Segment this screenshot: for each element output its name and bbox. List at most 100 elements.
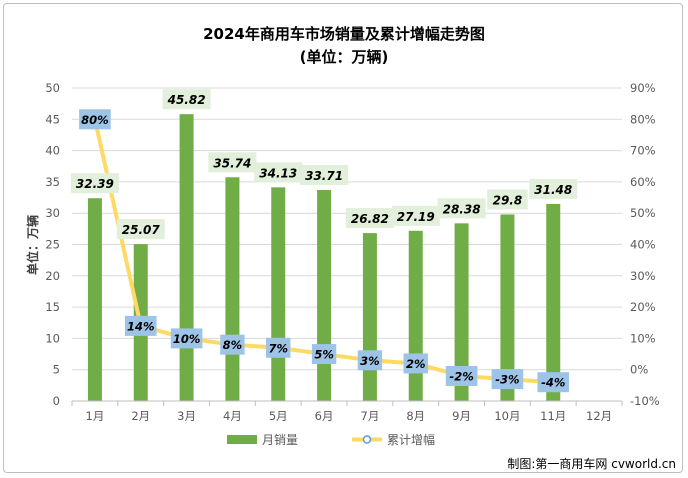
right-tick-label: 60% — [630, 175, 656, 189]
pct-label-bg — [220, 334, 245, 355]
pct-label-bg — [403, 353, 428, 374]
pct-label: 3% — [360, 354, 380, 368]
pct-label: 5% — [314, 348, 334, 362]
left-tick-label: 40 — [45, 144, 60, 158]
bar-value-label-bg — [345, 208, 394, 229]
right-tick-label: 10% — [630, 331, 656, 345]
bar-value-label-bg — [437, 198, 486, 219]
legend: 月销量 累计增幅 — [227, 432, 435, 447]
bar-value-label-bg — [529, 178, 578, 199]
pct-label-bg — [124, 315, 157, 336]
x-tick-label: 4月 — [223, 409, 242, 423]
pct-label: 8% — [223, 338, 243, 352]
bar — [546, 203, 561, 401]
right-tick-label: 40% — [630, 238, 656, 252]
chart-subtitle: (单位：万辆) — [300, 48, 389, 66]
bar-value-label-bg — [208, 152, 257, 173]
pct-label-bg — [311, 344, 337, 365]
y-axis-label: 单位：万辆 — [25, 215, 40, 275]
bar — [408, 230, 423, 401]
x-tick-label: 12月 — [586, 409, 612, 423]
right-tick-label: 0% — [630, 363, 648, 377]
x-tick-label: 2月 — [131, 409, 150, 423]
pct-label: -2% — [449, 369, 473, 383]
x-tick-label: 9月 — [452, 409, 471, 423]
right-tick-label: 90% — [630, 81, 656, 95]
right-tick-label: 50% — [630, 206, 656, 220]
data-labels: 32.39 25.07 45.82 35.74 34.13 33.71 26.82 27.19… — [70, 89, 578, 393]
bar — [179, 114, 194, 401]
bar — [362, 233, 377, 401]
bar-value-label: 28.38 — [443, 202, 481, 216]
pct-label: 2% — [406, 357, 426, 371]
chart-title: 2024年商用车市场销量及累计增幅走势图 — [203, 25, 485, 43]
left-tick-label: 10 — [45, 331, 60, 345]
x-tick-label: 8月 — [406, 409, 425, 423]
source-note: 制图:第一商用车网 cvworld.cn — [507, 456, 676, 471]
bar-value-label: 45.82 — [167, 93, 206, 107]
bar-value-label: 29.8 — [493, 193, 523, 207]
left-tick-label: 25 — [45, 238, 60, 252]
bar — [454, 223, 469, 401]
bar-value-label-bg — [116, 219, 165, 240]
pct-label-bg — [79, 109, 111, 130]
pct-label: -4% — [541, 376, 565, 390]
left-tick-label: 5 — [53, 363, 60, 377]
legend-line-marker — [362, 435, 372, 444]
legend-bar-swatch — [227, 435, 257, 444]
pct-label: 7% — [268, 341, 288, 355]
bar — [317, 189, 332, 401]
pct-label: 10% — [173, 332, 201, 346]
left-tick-label: 45 — [45, 112, 60, 126]
x-tick-label: 1月 — [86, 409, 105, 423]
bar-value-label-bg — [254, 162, 303, 183]
x-tick-label: 3月 — [177, 409, 196, 423]
legend-line-label: 累计增幅 — [387, 432, 435, 447]
bar — [500, 214, 515, 401]
pct-label-bg — [266, 337, 291, 358]
pct-label: -3% — [495, 373, 519, 387]
bar-value-label: 32.39 — [76, 177, 114, 191]
bar-value-label: 31.48 — [534, 183, 572, 197]
left-tick-label: 30 — [45, 206, 60, 220]
pct-label-bg — [170, 328, 203, 349]
chart-frame — [3, 3, 683, 473]
bar-value-label: 34.13 — [259, 166, 297, 180]
pct-label-bg — [445, 365, 478, 386]
bar-value-label-bg — [487, 189, 528, 210]
pct-label-bg — [491, 369, 524, 390]
bar-value-label: 35.74 — [213, 156, 251, 170]
right-tick-label: 80% — [630, 112, 656, 126]
bar-value-label: 27.19 — [397, 210, 435, 224]
left-tick-label: 35 — [45, 175, 60, 189]
pct-label-bg — [357, 350, 383, 371]
right-tick-label: 30% — [630, 269, 656, 283]
bar-series — [87, 114, 561, 401]
left-tick-label: 0 — [53, 394, 60, 408]
x-tick-label: 6月 — [315, 409, 334, 423]
pct-label: 80% — [81, 113, 109, 127]
left-tick-label: 20 — [45, 269, 60, 283]
bar-value-label: 25.07 — [122, 223, 161, 237]
bar-value-label: 26.82 — [351, 212, 389, 226]
x-tick-label: 11月 — [540, 409, 566, 423]
bar — [87, 198, 102, 401]
x-tick-label: 5月 — [269, 409, 288, 423]
bar-value-label-bg — [300, 164, 349, 185]
right-tick-label: 70% — [630, 144, 656, 158]
bar-value-label-bg — [391, 205, 440, 226]
x-tick-label: 7月 — [361, 409, 380, 423]
left-tick-label: 15 — [45, 300, 60, 314]
bar-value-label-bg — [70, 173, 119, 194]
right-tick-label: 20% — [630, 300, 656, 314]
left-tick-label: 50 — [45, 81, 60, 95]
legend-bar-label: 月销量 — [262, 433, 298, 447]
x-tick-label: 10月 — [494, 409, 520, 423]
right-tick-label: -10% — [630, 394, 660, 408]
bar-value-label-bg — [162, 89, 211, 110]
bar-value-label: 33.71 — [305, 169, 343, 183]
bar — [225, 177, 240, 401]
bar — [271, 187, 286, 401]
pct-label-bg — [537, 372, 570, 393]
